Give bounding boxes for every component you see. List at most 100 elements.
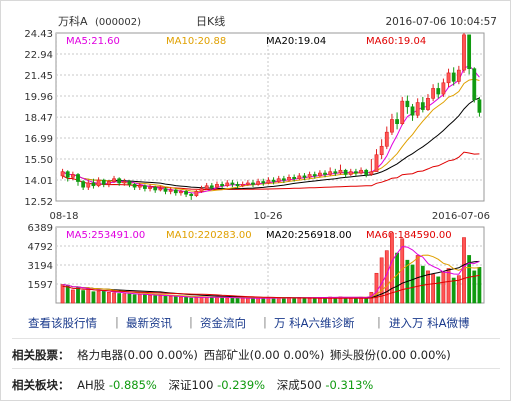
candle-body: [271, 179, 276, 182]
candle-body: [153, 186, 158, 191]
candle-body: [297, 175, 302, 180]
candle-body: [338, 169, 343, 174]
ma60-line: [62, 151, 480, 190]
volume-bar: [70, 289, 75, 304]
timestamp: 2016-07-06 10:04:57: [385, 16, 497, 28]
volume-bar: [127, 293, 132, 304]
candle-body: [189, 193, 194, 196]
volume-bar: [251, 298, 255, 304]
candle-body: [384, 131, 389, 147]
volume-bar: [65, 285, 70, 304]
volume-bar: [220, 297, 225, 304]
link-weibo[interactable]: 进入万 科A微博: [389, 316, 470, 330]
ma-legend-label: MA5:21.60: [66, 36, 120, 47]
candle-body: [184, 191, 188, 195]
candle-body: [328, 171, 333, 175]
link-separator: |: [377, 315, 381, 329]
candle-body: [86, 182, 91, 188]
candle-body: [65, 171, 70, 178]
volume-bar: [112, 292, 116, 304]
candle-body: [245, 182, 250, 185]
volume-bar: [91, 291, 96, 304]
related-stock-name[interactable]: 西部矿业: [203, 348, 250, 362]
volume-legend-label: MA5:253491.00: [66, 230, 145, 241]
volume-bar: [415, 255, 420, 304]
related-stock-name[interactable]: 狮头股份: [330, 348, 377, 362]
price-tick-label: 19.96: [24, 92, 53, 103]
volume-bar: [230, 297, 235, 304]
volume-bar: [60, 284, 65, 304]
related-sectors-row: 相关板块： AH股 -0.885% 深证100 -0.239% 深成500 -0…: [12, 377, 373, 393]
candle-body: [436, 88, 441, 95]
volume-bar: [441, 271, 446, 304]
candle-body: [261, 181, 266, 184]
volume-bar: [76, 287, 80, 304]
candle-body: [204, 185, 209, 189]
candle-body: [101, 179, 106, 185]
candle-body: [307, 174, 312, 178]
volume-ma5-line: [62, 246, 480, 299]
volume-bar: [194, 297, 199, 304]
volume-bar: [431, 274, 436, 304]
candle-body: [379, 145, 384, 156]
candle-body: [127, 181, 132, 185]
candle-body: [472, 68, 477, 101]
volume-bar: [209, 296, 214, 304]
related-stocks-row: 相关股票： 格力电器(0.00 0.00%) 西部矿业(0.00 0.00%) …: [12, 347, 451, 363]
volume-tick-label: 1597: [28, 280, 53, 291]
related-sector-name[interactable]: 深证100: [168, 378, 214, 392]
candle-body: [364, 169, 369, 175]
volume-bar: [235, 297, 240, 304]
candle-body: [117, 178, 122, 184]
candle-body: [333, 171, 338, 174]
volume-bar: [81, 290, 86, 304]
link-latest-news[interactable]: 最新资讯: [126, 316, 172, 330]
candle-body: [431, 88, 436, 99]
candle-body: [410, 106, 415, 116]
kline-chart: 万科A (000002) 日K线 2016-07-06 10:04:57 24.…: [24, 14, 497, 304]
candle-body: [348, 171, 353, 175]
volume-bar: [436, 276, 441, 304]
price-tick-label: 15.50: [24, 155, 53, 166]
volume-bar: [163, 295, 168, 304]
candle-body: [76, 174, 80, 182]
candle-body: [317, 172, 322, 177]
candle-body: [292, 177, 297, 180]
link-separator: |: [115, 315, 119, 329]
volume-legend-label: MA60:184590.00: [366, 230, 452, 241]
candle-body: [215, 184, 219, 188]
link-fund-flow[interactable]: 资金流向: [200, 316, 246, 330]
volume-bar: [420, 265, 425, 304]
volume-bar: [261, 297, 266, 304]
candle-body: [173, 189, 178, 194]
candle-body: [179, 191, 183, 194]
volume-legend-label: MA10:220283.00: [166, 230, 252, 241]
link-stock-quote[interactable]: 查看该股行情: [28, 316, 97, 330]
candle-body: [446, 72, 451, 84]
volume-bar: [446, 268, 451, 304]
candle-body: [343, 169, 348, 175]
volume-bar: [451, 277, 456, 304]
candle-body: [81, 181, 86, 188]
related-sector-name[interactable]: AH股: [77, 378, 106, 392]
candle-body: [220, 184, 225, 187]
candle-body: [143, 185, 147, 189]
related-stock-name[interactable]: 格力电器: [77, 348, 124, 362]
candle-body: [477, 99, 482, 113]
volume-bar: [256, 297, 261, 304]
volume-bar: [281, 297, 286, 304]
link-diagnosis[interactable]: 万 科A六维诊断: [274, 316, 355, 330]
volume-bar: [173, 296, 178, 304]
volume-bar: [143, 294, 147, 304]
volume-bar: [137, 294, 142, 304]
divider: [12, 368, 500, 369]
candle-body: [122, 181, 127, 184]
volume-bar: [148, 294, 152, 304]
volume-bar: [184, 296, 188, 304]
candle-body: [441, 82, 446, 95]
candle-body: [451, 72, 456, 82]
related-sector-name[interactable]: 深成500: [276, 378, 322, 392]
candle-body: [70, 174, 75, 178]
candle-body: [112, 178, 116, 182]
volume-bar: [245, 297, 250, 304]
